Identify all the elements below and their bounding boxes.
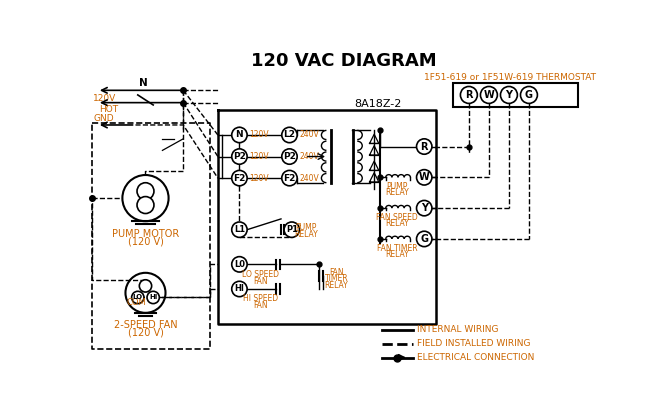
Bar <box>453 83 578 107</box>
Text: 120V: 120V <box>93 94 117 103</box>
Text: COM: COM <box>126 297 146 307</box>
Text: L2: L2 <box>283 130 295 140</box>
Text: RELAY: RELAY <box>324 282 348 290</box>
Circle shape <box>282 171 297 186</box>
Text: W: W <box>419 172 429 182</box>
Text: RELAY: RELAY <box>293 230 318 239</box>
Circle shape <box>232 171 247 186</box>
Text: GND: GND <box>93 114 114 122</box>
Text: PUMP MOTOR: PUMP MOTOR <box>112 228 179 238</box>
Text: HOT: HOT <box>99 105 118 114</box>
Text: ELECTRICAL CONNECTION: ELECTRICAL CONNECTION <box>417 353 534 362</box>
Text: 240V: 240V <box>299 130 319 140</box>
Circle shape <box>232 257 247 272</box>
Text: 120V: 120V <box>249 173 269 183</box>
Text: FAN SPEED: FAN SPEED <box>377 213 418 222</box>
Text: RELAY: RELAY <box>385 188 409 197</box>
Circle shape <box>521 86 537 103</box>
Circle shape <box>137 183 154 200</box>
Text: F2: F2 <box>283 173 295 183</box>
Text: FAN TIMER: FAN TIMER <box>377 244 417 253</box>
Circle shape <box>131 291 144 304</box>
Text: (120 V): (120 V) <box>127 328 163 338</box>
Text: R: R <box>465 90 472 100</box>
Circle shape <box>147 291 159 304</box>
Text: FAN: FAN <box>253 301 267 310</box>
Text: TIMER: TIMER <box>325 274 348 284</box>
Text: LO: LO <box>133 295 143 300</box>
Text: F2: F2 <box>233 173 246 183</box>
Text: PUMP: PUMP <box>387 182 408 191</box>
Circle shape <box>417 231 432 247</box>
Circle shape <box>137 197 154 214</box>
Circle shape <box>232 127 247 143</box>
Text: 2-SPEED FAN: 2-SPEED FAN <box>114 320 178 330</box>
Text: 120V: 120V <box>249 130 269 140</box>
Text: 240V: 240V <box>299 173 319 183</box>
Text: P2: P2 <box>233 152 246 161</box>
Circle shape <box>232 149 247 164</box>
Text: N: N <box>236 130 243 140</box>
Text: RELAY: RELAY <box>385 250 409 259</box>
Circle shape <box>232 281 247 297</box>
Text: FIELD INSTALLED WIRING: FIELD INSTALLED WIRING <box>417 339 530 348</box>
Text: 240V: 240V <box>299 152 319 161</box>
Text: L0: L0 <box>234 260 245 269</box>
Text: Y: Y <box>505 90 513 100</box>
Text: 8A18Z-2: 8A18Z-2 <box>354 99 402 109</box>
Circle shape <box>480 86 497 103</box>
Circle shape <box>232 222 247 238</box>
Circle shape <box>139 280 151 292</box>
Text: L1: L1 <box>234 225 245 234</box>
Text: HI: HI <box>234 285 245 293</box>
Circle shape <box>125 273 165 313</box>
Text: INTERNAL WIRING: INTERNAL WIRING <box>417 325 498 334</box>
Circle shape <box>123 175 169 221</box>
Text: Y: Y <box>421 203 427 213</box>
Circle shape <box>417 139 432 154</box>
Text: N: N <box>139 78 147 88</box>
Text: P2: P2 <box>283 152 296 161</box>
Circle shape <box>282 149 297 164</box>
Circle shape <box>284 222 299 238</box>
Text: 120 VAC DIAGRAM: 120 VAC DIAGRAM <box>251 52 436 70</box>
Circle shape <box>500 86 517 103</box>
Text: P1: P1 <box>286 225 297 234</box>
Text: HI: HI <box>149 295 157 300</box>
Text: FAN: FAN <box>329 268 344 277</box>
Text: 120V: 120V <box>249 152 269 161</box>
Text: LO SPEED: LO SPEED <box>242 270 279 279</box>
Text: FAN: FAN <box>253 277 267 286</box>
Circle shape <box>417 170 432 185</box>
Circle shape <box>282 127 297 143</box>
Text: HI SPEED: HI SPEED <box>243 295 278 303</box>
Text: W: W <box>484 90 494 100</box>
Circle shape <box>460 86 477 103</box>
Text: R: R <box>421 142 428 152</box>
Circle shape <box>417 200 432 216</box>
Text: PUMP: PUMP <box>295 223 316 232</box>
Text: 1F51-619 or 1F51W-619 THERMOSTAT: 1F51-619 or 1F51W-619 THERMOSTAT <box>425 73 596 82</box>
Text: (120 V): (120 V) <box>127 236 163 246</box>
Text: G: G <box>525 90 533 100</box>
Text: RELAY: RELAY <box>385 219 409 228</box>
Text: G: G <box>420 234 428 244</box>
